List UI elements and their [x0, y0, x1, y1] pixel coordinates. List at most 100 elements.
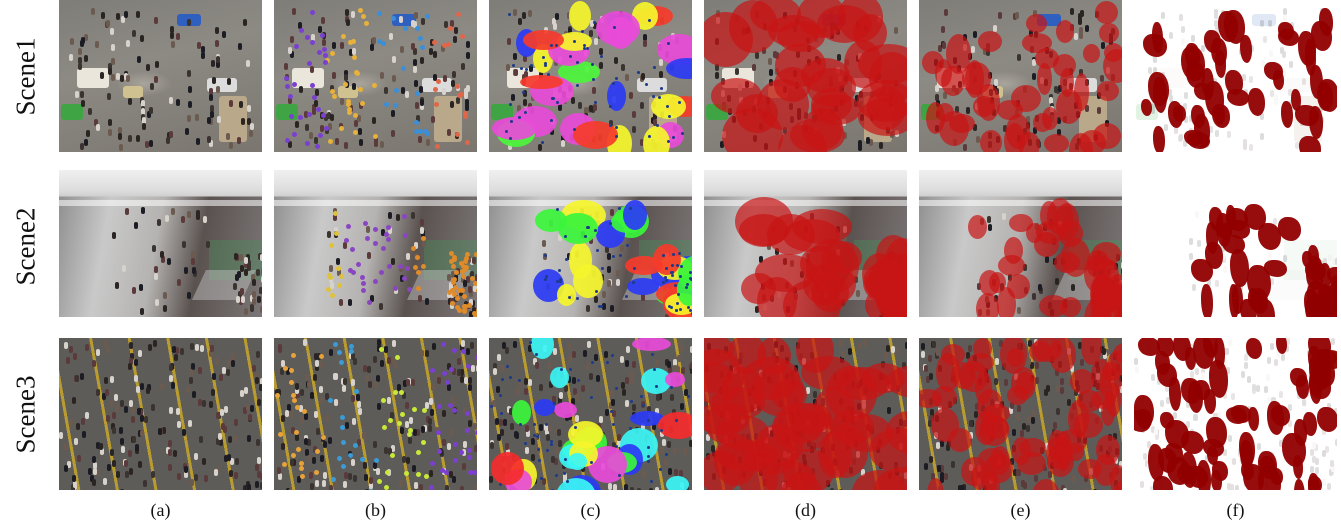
person — [259, 473, 262, 481]
person — [343, 241, 348, 249]
person — [376, 374, 380, 382]
person — [598, 47, 603, 55]
person — [304, 123, 309, 131]
segmentation-mask — [1073, 72, 1089, 111]
cluster-point — [281, 461, 287, 467]
person — [613, 483, 617, 490]
person — [328, 123, 333, 131]
person — [111, 423, 115, 430]
person — [203, 216, 208, 224]
person — [1249, 143, 1254, 151]
person — [226, 132, 231, 140]
segmentation-mask — [977, 84, 1001, 121]
person — [64, 465, 69, 473]
cluster-point — [384, 470, 390, 476]
person — [151, 244, 156, 252]
crowd-layer — [59, 0, 262, 152]
person — [240, 287, 245, 295]
person — [525, 430, 530, 438]
track-point — [550, 118, 554, 122]
crowd-layer — [59, 338, 262, 490]
person — [117, 126, 122, 134]
person — [879, 141, 884, 149]
person — [100, 12, 105, 19]
track-point — [573, 40, 577, 43]
person — [552, 17, 557, 25]
person — [135, 385, 140, 393]
person — [858, 140, 863, 148]
ground-truth-mask — [1257, 222, 1281, 250]
person — [437, 376, 442, 384]
panel-scene2-d — [704, 170, 907, 317]
person — [646, 406, 651, 413]
segmentation-mask — [979, 414, 1009, 446]
cluster-point — [424, 13, 430, 19]
cluster-point — [324, 126, 329, 132]
person — [186, 70, 191, 78]
person — [664, 458, 669, 466]
person — [197, 399, 202, 407]
track-point — [612, 254, 616, 258]
person — [1183, 139, 1188, 147]
person — [108, 119, 113, 127]
person — [350, 379, 355, 387]
person — [121, 264, 126, 272]
segmentation-mask — [1110, 464, 1122, 490]
cluster-point — [474, 354, 477, 360]
person — [227, 77, 231, 85]
segmentation-mask — [996, 287, 1016, 317]
person — [1100, 41, 1105, 49]
person — [550, 128, 554, 135]
track-point — [599, 55, 603, 59]
person — [1169, 95, 1174, 103]
person — [1031, 409, 1036, 417]
person — [1268, 19, 1273, 27]
track-point — [669, 306, 673, 309]
segmentation-mask — [722, 108, 784, 152]
person — [330, 113, 335, 121]
ground-truth-mask — [1326, 266, 1337, 284]
person — [453, 35, 458, 43]
person — [96, 441, 101, 449]
person — [312, 103, 316, 111]
person — [118, 132, 123, 140]
segmentation-mask — [965, 59, 985, 98]
person — [414, 481, 419, 489]
person — [247, 484, 252, 490]
cluster-point — [291, 453, 297, 459]
person — [342, 377, 347, 385]
panel-scene1-b — [274, 0, 477, 152]
cluster-point — [319, 354, 325, 360]
person — [388, 211, 393, 219]
person — [350, 395, 355, 403]
track-point — [563, 234, 567, 238]
person — [580, 384, 585, 392]
cluster-point — [452, 407, 458, 413]
person — [210, 110, 215, 118]
person — [168, 407, 173, 415]
person — [421, 240, 426, 248]
person — [885, 345, 890, 353]
person — [110, 376, 115, 383]
person — [1072, 475, 1077, 483]
person — [250, 123, 255, 131]
person — [1093, 488, 1098, 490]
person — [244, 261, 249, 269]
person — [1256, 384, 1261, 392]
person — [1160, 11, 1165, 19]
cluster-point — [365, 236, 371, 242]
person — [631, 404, 636, 412]
cluster-point — [424, 131, 430, 137]
cluster-point — [328, 139, 334, 145]
track-point — [510, 119, 514, 123]
person — [180, 216, 185, 223]
person — [410, 42, 415, 50]
segmentation-mask — [830, 409, 875, 444]
person — [370, 295, 374, 303]
segmentation-mask — [810, 273, 849, 313]
person — [95, 468, 100, 476]
person — [497, 433, 502, 441]
person — [289, 458, 294, 466]
person — [153, 76, 158, 84]
person — [172, 346, 177, 354]
